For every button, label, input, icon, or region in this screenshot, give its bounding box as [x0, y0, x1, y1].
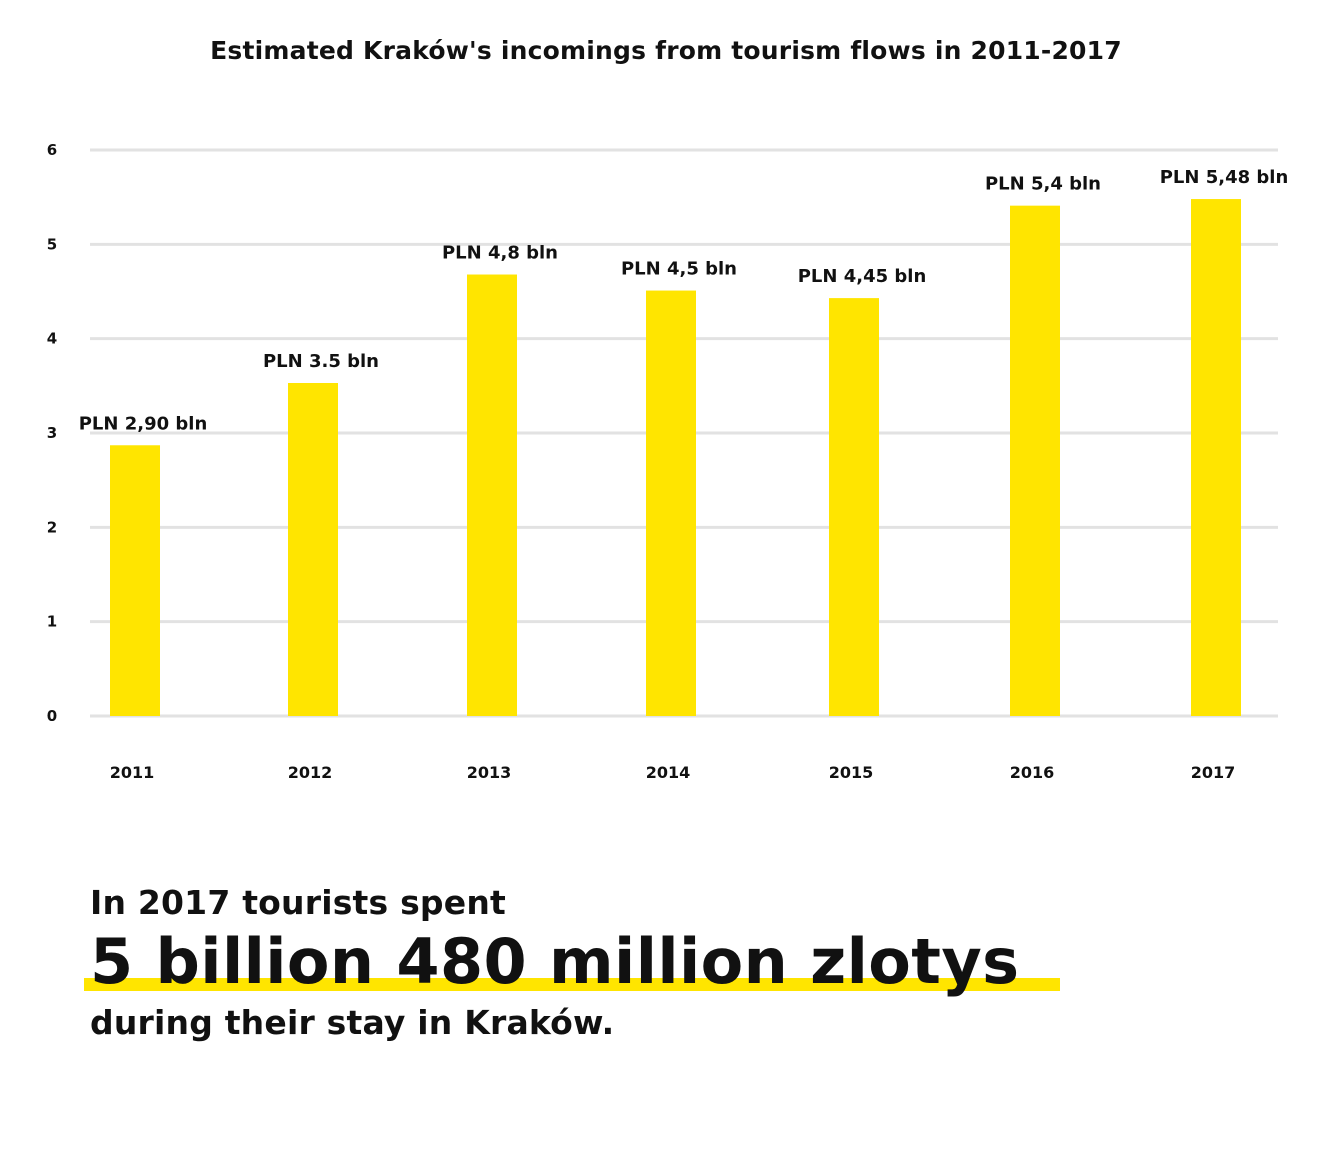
y-tick-label: 4 [47, 330, 57, 348]
bars [110, 199, 1241, 716]
x-tick-label: 2015 [829, 763, 874, 782]
y-tick-label: 0 [47, 707, 57, 725]
x-tick-label: 2012 [288, 763, 333, 782]
y-axis-ticks: 0 1 2 3 4 5 6 [47, 141, 57, 725]
highlight-underline [84, 978, 1060, 991]
y-tick-label: 3 [47, 424, 57, 442]
summary-amount: 5 billion 480 million zlotys [90, 925, 1020, 998]
y-tick-label: 5 [47, 235, 57, 253]
bar-chart: 0 1 2 3 4 5 6 PLN 2,90 bln PLN 3.5 bln PLN 4,8 b… [47, 141, 1289, 782]
x-tick-label: 2011 [110, 763, 155, 782]
data-label-2017: PLN 5,48 bln [1160, 167, 1289, 188]
summary-outro: during their stay in Kraków. [90, 1003, 615, 1042]
bar-2011 [110, 445, 160, 716]
data-labels: PLN 2,90 bln PLN 3.5 bln PLN 4,8 bln PLN 4,… [79, 167, 1289, 434]
data-label-2012: PLN 3.5 bln [263, 351, 379, 372]
x-tick-label: 2014 [646, 763, 691, 782]
y-tick-label: 2 [47, 518, 57, 536]
data-label-2014: PLN 4,5 bln [621, 259, 737, 280]
y-tick-label: 1 [47, 613, 57, 631]
data-label-2015: PLN 4,45 bln [798, 266, 927, 287]
bar-2014 [646, 290, 696, 716]
x-axis-ticks: 2011 2012 2013 2014 2015 2016 2017 [110, 763, 1236, 782]
x-tick-label: 2017 [1191, 763, 1236, 782]
bar-2017 [1191, 199, 1241, 716]
bar-2015 [829, 298, 879, 716]
data-label-2011: PLN 2,90 bln [79, 413, 208, 434]
x-tick-label: 2016 [1010, 763, 1055, 782]
bar-2016 [1010, 205, 1060, 716]
bar-2012 [288, 383, 338, 716]
summary-intro: In 2017 tourists spent [90, 883, 506, 922]
bar-2013 [467, 274, 517, 716]
y-tick-label: 6 [47, 141, 57, 159]
chart-title: Estimated Kraków's incomings from touris… [210, 36, 1122, 65]
data-label-2016: PLN 5,4 bln [985, 174, 1101, 195]
summary-block: In 2017 tourists spent 5 billion 480 mil… [84, 880, 1190, 1048]
data-label-2013: PLN 4,8 bln [442, 243, 558, 264]
x-tick-label: 2013 [467, 763, 512, 782]
